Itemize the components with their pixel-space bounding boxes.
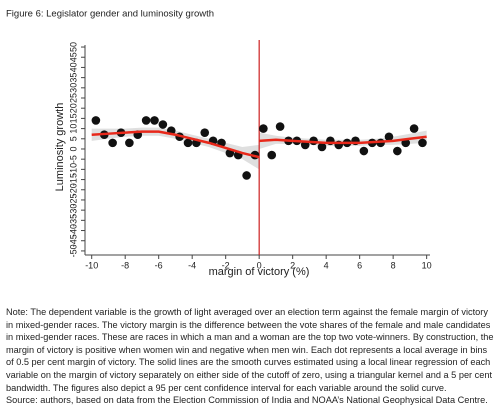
x-axis-label: margin of victory (%) <box>209 266 310 278</box>
y-tick-label: 45 <box>68 52 78 62</box>
x-tick-label: 10 <box>422 260 432 270</box>
source: Source: authors, based on data from the … <box>6 395 488 406</box>
y-tick-label: 35 <box>68 73 78 83</box>
point <box>91 116 101 125</box>
point <box>267 150 277 160</box>
y-tick-label: -10 <box>68 163 78 176</box>
point <box>384 132 394 142</box>
y-tick-label: -5 <box>68 155 78 163</box>
y-tick-label: 50 <box>68 42 78 52</box>
x-tick-label: -4 <box>188 260 196 270</box>
point <box>150 116 159 125</box>
y-tick-label: -15 <box>68 173 78 186</box>
fit-line <box>91 130 260 159</box>
point <box>409 124 419 133</box>
y-tick-label: -25 <box>68 193 78 206</box>
notes: Note: The dependent variable is the grow… <box>6 306 494 407</box>
x-tick-label: -8 <box>121 260 129 270</box>
y-tick-label: 40 <box>68 62 78 72</box>
note: Note: The dependent variable is the grow… <box>6 307 494 393</box>
point <box>418 138 427 148</box>
y-tick-label: -30 <box>68 204 78 217</box>
x-tick-label: 0 <box>257 260 262 270</box>
point <box>275 122 285 131</box>
y-tick-label: -35 <box>68 214 78 227</box>
point <box>359 146 369 156</box>
y-tick-label: -45 <box>68 234 78 247</box>
point <box>183 138 193 148</box>
y-tick-label: 10 <box>68 124 78 134</box>
y-tick-label: -20 <box>68 183 78 196</box>
x-tick-label: 4 <box>324 260 329 270</box>
point <box>158 120 168 129</box>
y-tick-label: 0 <box>68 146 78 151</box>
x-tick-label: 6 <box>357 260 362 270</box>
x-tick-label: 2 <box>290 260 295 270</box>
x-tick-label: -2 <box>222 260 230 270</box>
y-tick-label: -50 <box>68 244 78 257</box>
point <box>108 138 117 148</box>
point <box>125 138 134 148</box>
y-tick-label: -40 <box>68 224 78 237</box>
y-axis-label: Luminosity growth <box>54 103 66 192</box>
point <box>259 124 268 133</box>
chart-title: Figure 6: Legislator gender and luminosi… <box>6 9 214 20</box>
point <box>317 142 327 152</box>
x-tick-label: -10 <box>85 260 98 270</box>
x-tick-label: 8 <box>391 260 396 270</box>
confidence-band <box>259 130 427 149</box>
point <box>393 146 402 156</box>
y-tick-label: 15 <box>68 113 78 123</box>
point <box>200 128 210 137</box>
point <box>242 171 251 180</box>
x-tick-label: -6 <box>155 260 163 270</box>
chart: Figure 6: Legislator gender and luminosi… <box>6 9 432 278</box>
point <box>141 116 151 125</box>
fit-line <box>259 135 427 145</box>
y-tick-label: 30 <box>68 83 78 93</box>
y-tick-label: 20 <box>68 103 78 113</box>
y-tick-label: 25 <box>68 93 78 103</box>
y-tick-label: 5 <box>68 136 78 141</box>
